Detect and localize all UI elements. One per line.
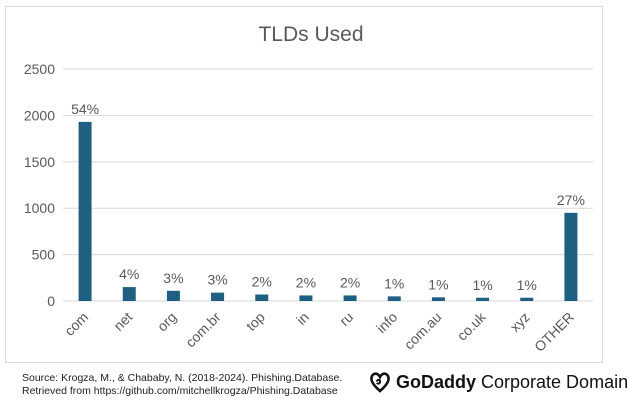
bar-other [564, 212, 578, 301]
bar-top [255, 294, 269, 301]
y-tick-label: 1500 [24, 154, 55, 170]
source-line-2: Retrieved from https://github.com/mitche… [22, 385, 338, 397]
bar-com [78, 121, 92, 301]
data-label: 54% [71, 101, 99, 117]
bar-xyz [520, 297, 534, 301]
y-tick-label: 1000 [24, 200, 55, 216]
x-tick-label: com.br [182, 309, 224, 351]
x-tick-label: net [110, 309, 135, 334]
x-tick-label: co.uk [454, 308, 490, 344]
bar-ru [343, 295, 357, 301]
data-label: 27% [557, 192, 585, 208]
data-label: 2% [340, 274, 360, 290]
x-tick-label: ru [336, 309, 356, 329]
bar-org [166, 290, 180, 301]
gridlines [63, 68, 593, 302]
x-tick-label: top [243, 309, 268, 334]
chart-frame [5, 6, 603, 363]
chart-title: TLDs Used [258, 23, 363, 46]
brand-name-rest: Corporate Domains [476, 371, 627, 392]
data-label: 3% [163, 270, 183, 286]
bar-in [299, 295, 313, 301]
x-tick-label: info [373, 309, 400, 336]
bar-net [122, 287, 136, 301]
x-tick-label: OTHER [531, 309, 577, 355]
data-label: 1% [517, 277, 537, 293]
data-label: 1% [472, 277, 492, 293]
data-label: 4% [119, 266, 139, 282]
bar-com-au [431, 297, 445, 301]
brand-name: GoDaddy Corporate Domains [396, 372, 627, 393]
bar-info [387, 296, 401, 301]
data-label: 1% [384, 275, 404, 291]
brand-logo: GoDaddy Corporate Domains [368, 369, 627, 395]
source-note: Source: Krogza, M., & Chababy, N. (2018-… [22, 372, 342, 398]
data-labels: 54% 4% 3% 3% 2% 2% 2% 1% 1% 1% 1% 27% [71, 101, 585, 293]
data-label: 3% [207, 272, 227, 288]
y-tick-label: 500 [32, 247, 56, 263]
bars [78, 121, 578, 301]
bar-com-br [211, 292, 225, 301]
y-tick-label: 2000 [24, 107, 55, 123]
source-line-1: Source: Krogza, M., & Chababy, N. (2018-… [22, 372, 343, 384]
godaddy-logo-icon [370, 372, 390, 393]
x-tick-label: com [61, 309, 91, 339]
data-label: 2% [252, 274, 272, 290]
x-tick-label: xyz [507, 309, 533, 335]
brand-name-bold: GoDaddy [396, 371, 477, 392]
x-axis-labels: com net org com.br top in ru info com.au co.uk xyz… [61, 308, 577, 355]
data-label: 1% [428, 276, 448, 292]
y-tick-label: 0 [47, 293, 55, 309]
data-label: 2% [296, 274, 316, 290]
x-tick-label: com.au [401, 309, 445, 353]
x-tick-label: in [293, 309, 312, 328]
y-tick-label: 2500 [24, 61, 55, 77]
x-tick-label: org [154, 309, 180, 335]
bar-co-uk [476, 297, 490, 301]
y-axis-ticks: 0 500 1000 1500 2000 2500 [24, 61, 55, 309]
